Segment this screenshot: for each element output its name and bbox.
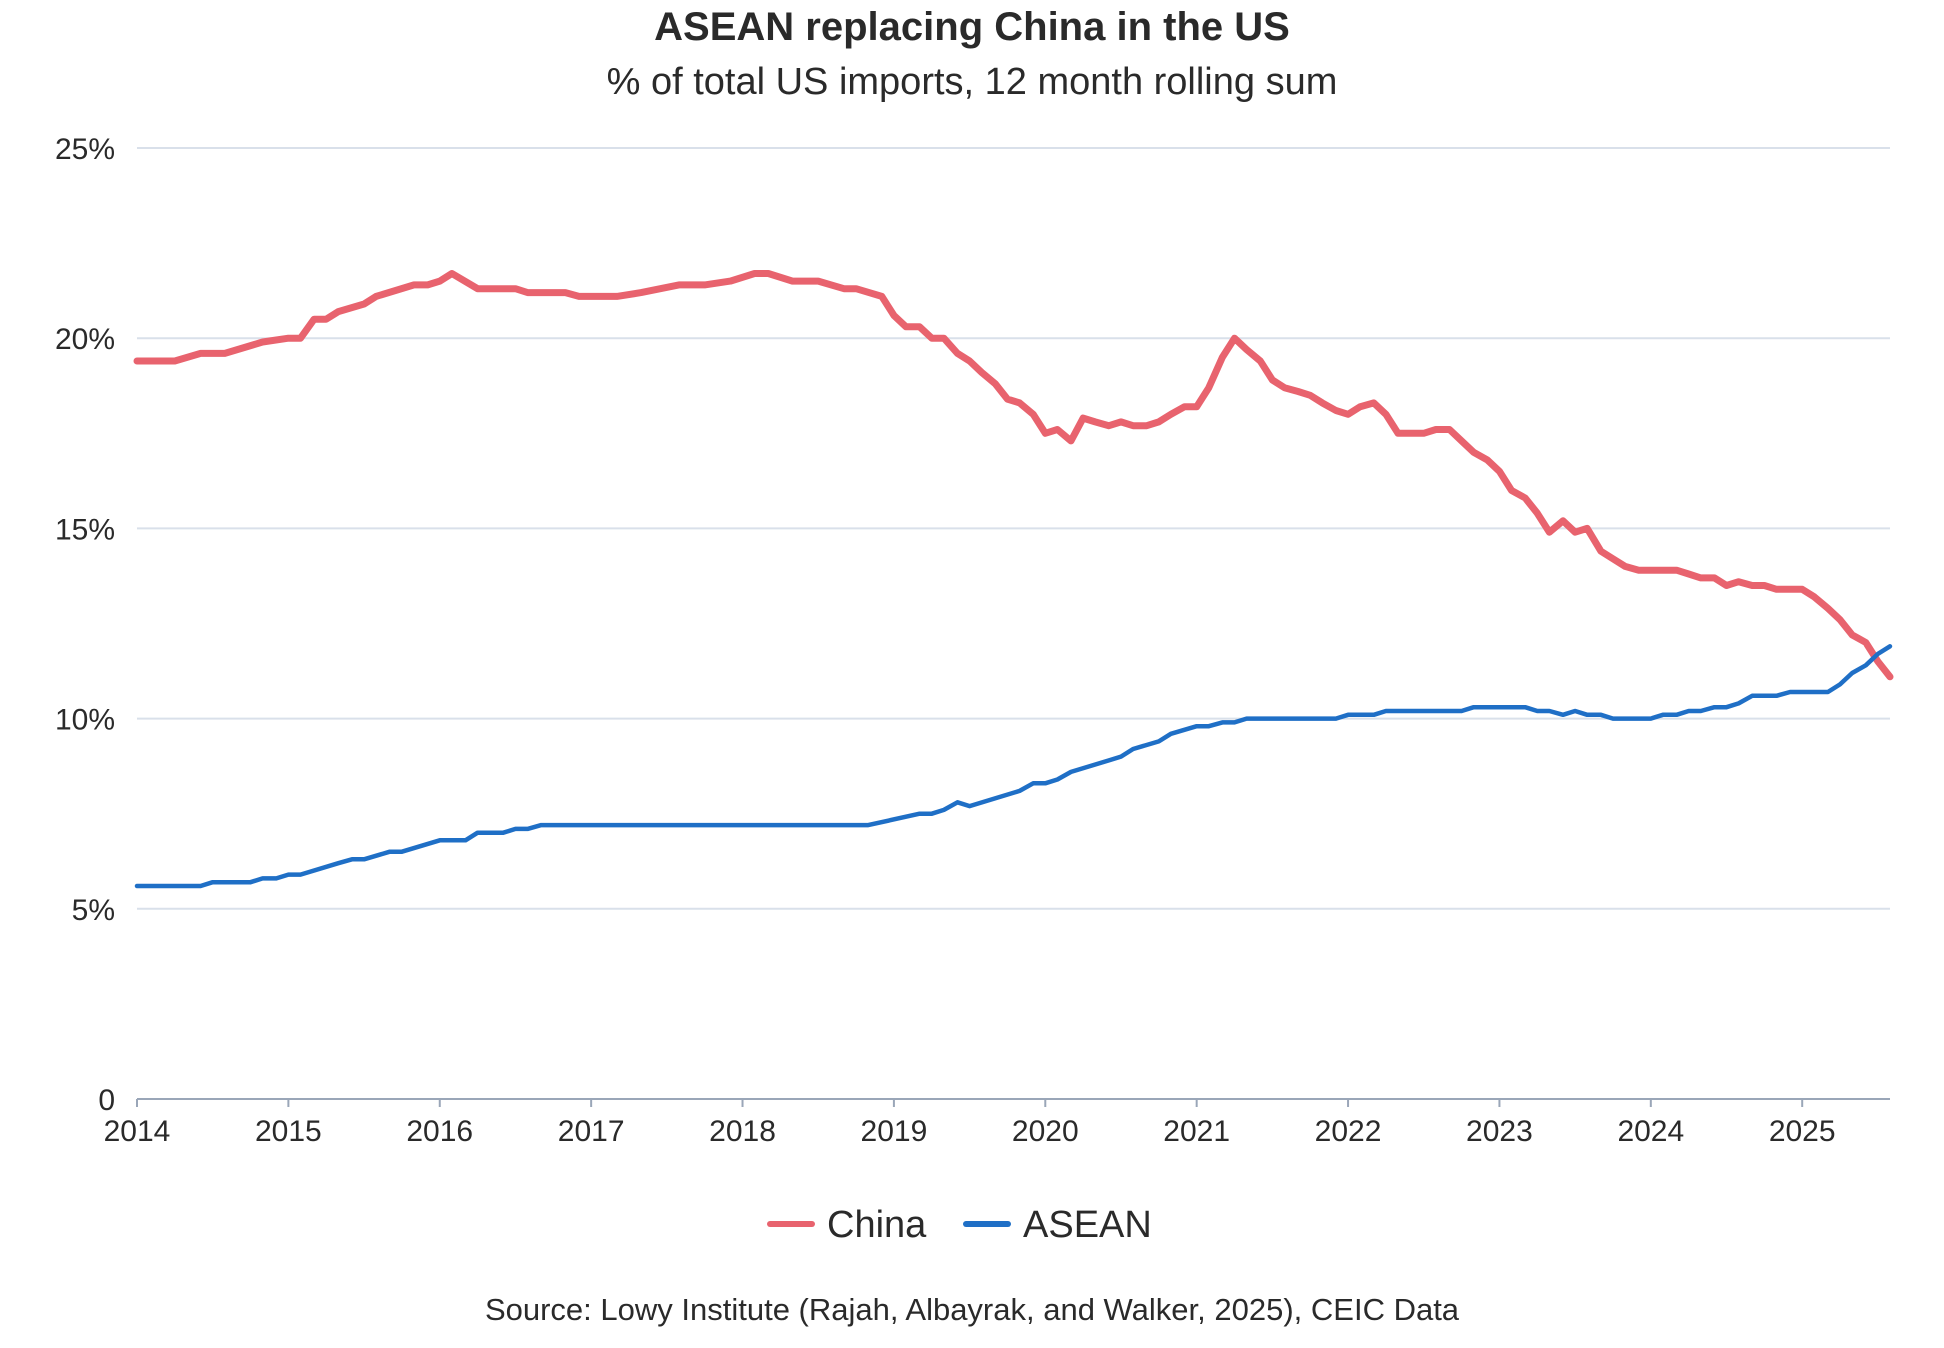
y-tick-label: 10% [55,704,115,737]
legend-china-label: China [827,1204,927,1246]
legend: China ASEAN [767,1204,1152,1246]
y-tick-label: 5% [72,894,115,927]
x-tick-label: 2016 [406,1115,473,1148]
x-tick-label: 2023 [1466,1115,1533,1148]
series-lines [133,270,1894,889]
chart-subtitle: % of total US imports, 12 month rolling … [607,61,1338,103]
x-tick-label: 2014 [104,1115,171,1148]
series-line-asean [134,644,1893,889]
y-tick-label: 25% [55,133,115,166]
y-tick-label: 0 [98,1084,115,1117]
x-tick-label: 2025 [1769,1115,1836,1148]
legend-asean-label: ASEAN [1023,1204,1152,1246]
x-tick-label: 2020 [1012,1115,1079,1148]
source-note: Source: Lowy Institute (Rajah, Albayrak,… [485,1292,1460,1327]
x-axis-ticks: 2014 2015 2016 2017 2018 2019 2020 2021 2022 2023… [104,1099,1836,1148]
chart-title: ASEAN replacing China in the US [654,5,1290,49]
x-tick-label: 2018 [709,1115,776,1148]
x-tick-label: 2024 [1617,1115,1684,1148]
y-tick-label: 20% [55,323,115,356]
x-tick-label: 2021 [1163,1115,1230,1148]
x-tick-label: 2015 [255,1115,322,1148]
y-tick-label: 15% [55,513,115,546]
x-tick-label: 2022 [1315,1115,1382,1148]
x-tick-label: 2019 [861,1115,928,1148]
gridlines [137,147,1890,910]
series-line-china [133,270,1894,681]
x-tick-label: 2017 [558,1115,625,1148]
y-axis-ticks: 0 5% 10% 15% 20% 25% [55,133,115,1117]
